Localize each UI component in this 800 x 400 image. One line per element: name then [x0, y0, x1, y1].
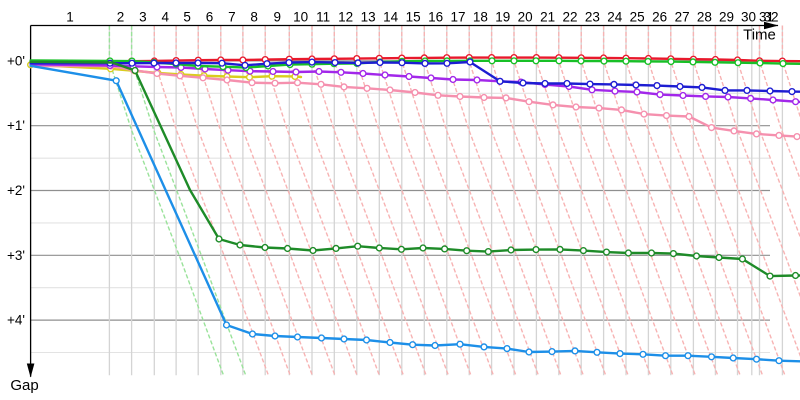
svg-text:20: 20 [518, 9, 533, 24]
svg-text:21: 21 [540, 9, 555, 24]
svg-text:+4': +4' [7, 313, 25, 328]
svg-text:24: 24 [607, 9, 623, 24]
svg-text:6: 6 [206, 9, 214, 24]
svg-text:10: 10 [293, 9, 308, 24]
svg-text:5: 5 [183, 9, 191, 24]
svg-text:16: 16 [428, 9, 443, 24]
svg-text:9: 9 [273, 9, 281, 24]
svg-text:27: 27 [675, 9, 690, 24]
svg-text:19: 19 [495, 9, 510, 24]
svg-text:26: 26 [652, 9, 667, 24]
svg-text:+1': +1' [7, 118, 25, 133]
svg-text:4: 4 [161, 9, 169, 24]
svg-text:30: 30 [741, 9, 756, 24]
svg-text:+3': +3' [7, 248, 25, 263]
svg-text:14: 14 [383, 9, 399, 24]
svg-text:15: 15 [406, 9, 421, 24]
svg-text:18: 18 [473, 9, 488, 24]
svg-text:28: 28 [697, 9, 712, 24]
svg-text:Gap: Gap [10, 377, 38, 394]
svg-text:11: 11 [316, 9, 330, 24]
svg-text:23: 23 [585, 9, 600, 24]
svg-text:17: 17 [450, 9, 465, 24]
svg-text:29: 29 [719, 9, 734, 24]
svg-text:+2': +2' [7, 183, 25, 198]
svg-text:22: 22 [562, 9, 577, 24]
svg-text:3: 3 [139, 9, 147, 24]
svg-text:8: 8 [250, 9, 258, 24]
svg-text:13: 13 [361, 9, 376, 24]
svg-text:31: 31 [759, 9, 774, 24]
svg-text:2: 2 [117, 9, 125, 24]
svg-text:12: 12 [338, 9, 353, 24]
svg-text:Time: Time [743, 27, 776, 44]
svg-text:7: 7 [228, 9, 236, 24]
svg-text:25: 25 [630, 9, 645, 24]
svg-text:32: 32 [763, 9, 778, 24]
svg-text:1: 1 [66, 9, 74, 24]
svg-text:+0': +0' [7, 53, 25, 68]
